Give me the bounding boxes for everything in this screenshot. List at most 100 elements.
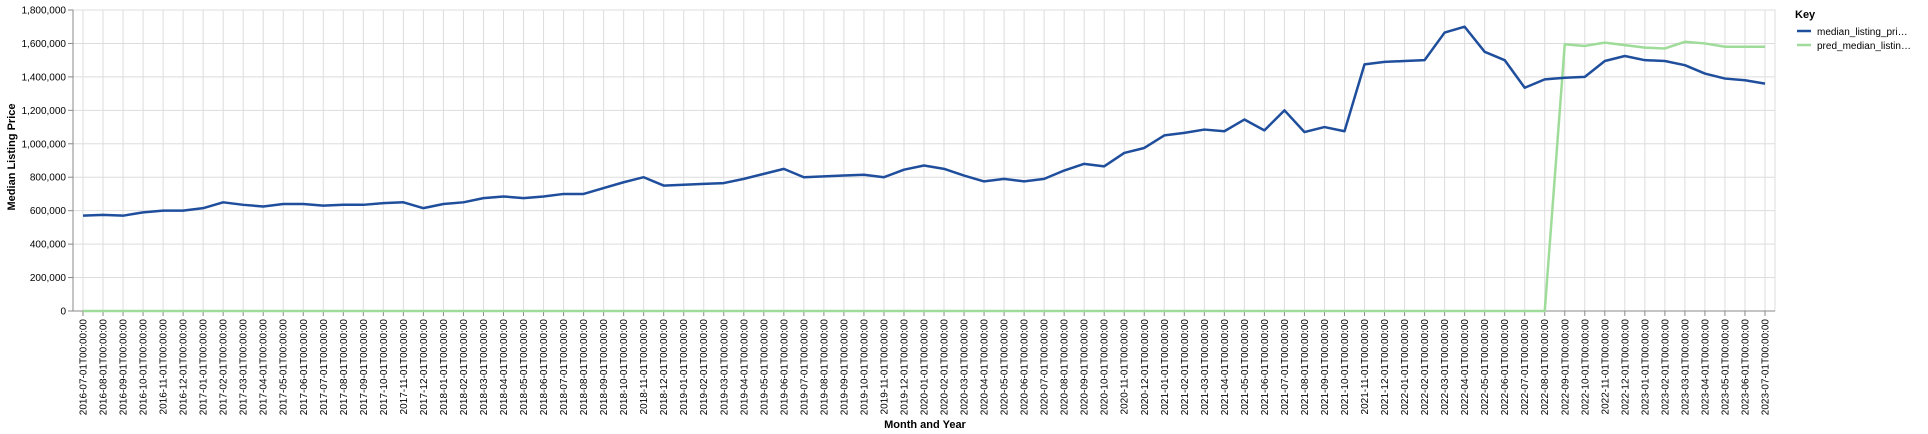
x-tick-label: 2023-06-01T00:00:00 [1740, 319, 1751, 416]
x-tick-label: 2019-05-01T00:00:00 [759, 319, 770, 416]
x-tick-label: 2018-09-01T00:00:00 [599, 319, 610, 416]
x-tick-label: 2023-03-01T00:00:00 [1680, 319, 1691, 416]
x-tick-label: 2020-08-01T00:00:00 [1060, 319, 1071, 416]
x-tick-label: 2021-04-01T00:00:00 [1220, 319, 1231, 416]
x-tick-label: 2018-01-01T00:00:00 [439, 319, 450, 416]
x-tick-label: 2017-09-01T00:00:00 [359, 319, 370, 416]
x-tick-label: 2022-12-01T00:00:00 [1620, 319, 1631, 416]
x-tick-label: 2023-05-01T00:00:00 [1720, 319, 1731, 416]
x-tick-label: 2023-04-01T00:00:00 [1700, 319, 1711, 416]
x-tick-label: 2021-10-01T00:00:00 [1340, 319, 1351, 416]
x-tick-label: 2021-08-01T00:00:00 [1300, 319, 1311, 416]
x-axis-title: Month and Year [884, 419, 966, 431]
x-tick-label: 2022-04-01T00:00:00 [1460, 319, 1471, 416]
x-tick-label: 2018-06-01T00:00:00 [539, 319, 550, 416]
x-tick-label: 2017-07-01T00:00:00 [319, 319, 330, 416]
y-tick-label: 0 [60, 307, 66, 318]
x-tick-label: 2017-04-01T00:00:00 [259, 319, 270, 416]
y-tick-label: 800,000 [30, 173, 67, 184]
x-tick-label: 2020-05-01T00:00:00 [1000, 319, 1011, 416]
x-tick-label: 2022-03-01T00:00:00 [1440, 319, 1451, 416]
x-tick-label: 2018-07-01T00:00:00 [559, 319, 570, 416]
x-tick-label: 2021-09-01T00:00:00 [1320, 319, 1331, 416]
x-tick-label: 2019-06-01T00:00:00 [779, 319, 790, 416]
x-tick-label: 2022-01-01T00:00:00 [1400, 319, 1411, 416]
x-tick-label: 2020-04-01T00:00:00 [980, 319, 991, 416]
y-tick-label: 600,000 [30, 206, 67, 217]
x-tick-label: 2022-02-01T00:00:00 [1420, 319, 1431, 416]
x-tick-label: 2017-08-01T00:00:00 [339, 319, 350, 416]
y-tick-label: 400,000 [30, 240, 67, 251]
x-tick-label: 2017-05-01T00:00:00 [279, 319, 290, 416]
x-tick-label: 2021-01-01T00:00:00 [1160, 319, 1171, 416]
x-tick-label: 2019-10-01T00:00:00 [859, 319, 870, 416]
y-tick-label: 1,600,000 [22, 39, 67, 50]
x-tick-label: 2016-07-01T00:00:00 [79, 319, 90, 416]
x-tick-label: 2022-06-01T00:00:00 [1500, 319, 1511, 416]
x-tick-label: 2022-05-01T00:00:00 [1480, 319, 1491, 416]
x-tick-label: 2022-11-01T00:00:00 [1600, 319, 1611, 415]
x-tick-label: 2019-01-01T00:00:00 [679, 319, 690, 416]
series-layer [82, 25, 1766, 313]
x-tick-label: 2016-09-01T00:00:00 [119, 319, 130, 416]
x-tick-label: 2019-09-01T00:00:00 [839, 319, 850, 416]
x-tick-label: 2019-02-01T00:00:00 [699, 319, 710, 416]
gridlines [72, 9, 1776, 312]
legend: Key median_listing_pri… pred_median_list… [1795, 9, 1911, 52]
x-tick-label: 2019-08-01T00:00:00 [819, 319, 830, 416]
x-axis: 2016-07-01T00:00:00 2016-08-01T00:00:00 20… [73, 310, 1775, 416]
x-tick-label: 2019-03-01T00:00:00 [719, 319, 730, 416]
x-tick-label: 2021-02-01T00:00:00 [1180, 319, 1191, 416]
legend-label-median: median_listing_pri… [1817, 27, 1908, 38]
x-tick-label: 2019-07-01T00:00:00 [799, 319, 810, 416]
x-tick-label: 2018-10-01T00:00:00 [619, 319, 630, 416]
x-tick-label: 2021-12-01T00:00:00 [1380, 319, 1391, 416]
x-tick-label: 2019-04-01T00:00:00 [739, 319, 750, 416]
x-tick-label: 2023-01-01T00:00:00 [1640, 319, 1651, 416]
x-tick-label: 2020-11-01T00:00:00 [1120, 319, 1131, 415]
x-tick-label: 2021-06-01T00:00:00 [1260, 319, 1271, 416]
x-tick-label: 2018-04-01T00:00:00 [499, 319, 510, 416]
series-line-pred-median-listing-price [83, 40, 1765, 313]
x-tick-label: 2018-12-01T00:00:00 [659, 319, 670, 416]
x-tick-label: 2017-12-01T00:00:00 [419, 319, 430, 416]
x-tick-label: 2018-03-01T00:00:00 [479, 319, 490, 416]
y-tick-label: 1,200,000 [22, 106, 67, 117]
legend-label-pred: pred_median_listin… [1817, 41, 1911, 52]
x-tick-label: 2022-09-01T00:00:00 [1560, 319, 1571, 416]
x-tick-label: 2018-11-01T00:00:00 [639, 319, 650, 415]
x-tick-label: 2021-11-01T00:00:00 [1360, 319, 1371, 415]
x-tick-label: 2023-02-01T00:00:00 [1660, 319, 1671, 416]
x-tick-label: 2018-02-01T00:00:00 [459, 319, 470, 416]
x-tick-label: 2017-10-01T00:00:00 [379, 319, 390, 416]
x-tick-label: 2016-11-01T00:00:00 [159, 319, 170, 415]
x-tick-label: 2023-07-01T00:00:00 [1761, 319, 1772, 416]
x-tick-label: 2018-08-01T00:00:00 [579, 319, 590, 416]
series-line-median-listing-price [82, 25, 1766, 217]
y-axis: 0 200,000 400,000 600,000 800,000 1,000,000 1,… [22, 6, 74, 318]
x-tick-label: 2020-02-01T00:00:00 [940, 319, 951, 416]
x-tick-label: 2020-09-01T00:00:00 [1080, 319, 1091, 416]
y-tick-label: 1,400,000 [22, 72, 67, 83]
x-tick-label: 2016-12-01T00:00:00 [179, 319, 190, 416]
x-tick-label: 2022-07-01T00:00:00 [1520, 319, 1531, 416]
y-tick-label: 200,000 [30, 273, 67, 284]
x-tick-label: 2020-01-01T00:00:00 [920, 319, 931, 416]
x-tick-label: 2022-08-01T00:00:00 [1540, 319, 1551, 416]
x-tick-label: 2017-06-01T00:00:00 [299, 319, 310, 416]
y-tick-label: 1,800,000 [22, 6, 67, 17]
y-axis-title: Median Listing Price [6, 104, 18, 211]
x-tick-label: 2019-11-01T00:00:00 [879, 319, 890, 415]
x-tick-label: 2020-03-01T00:00:00 [960, 319, 971, 416]
x-tick-label: 2019-12-01T00:00:00 [899, 319, 910, 416]
x-tick-label: 2020-06-01T00:00:00 [1020, 319, 1031, 416]
x-tick-label: 2021-05-01T00:00:00 [1240, 319, 1251, 416]
x-tick-label: 2017-02-01T00:00:00 [219, 319, 230, 416]
x-tick-label: 2022-10-01T00:00:00 [1580, 319, 1591, 416]
x-tick-label: 2021-07-01T00:00:00 [1280, 319, 1291, 416]
x-tick-label: 2017-03-01T00:00:00 [239, 319, 250, 416]
x-tick-label: 2017-01-01T00:00:00 [199, 319, 210, 416]
legend-title: Key [1795, 9, 1816, 21]
x-tick-label: 2020-10-01T00:00:00 [1100, 319, 1111, 416]
